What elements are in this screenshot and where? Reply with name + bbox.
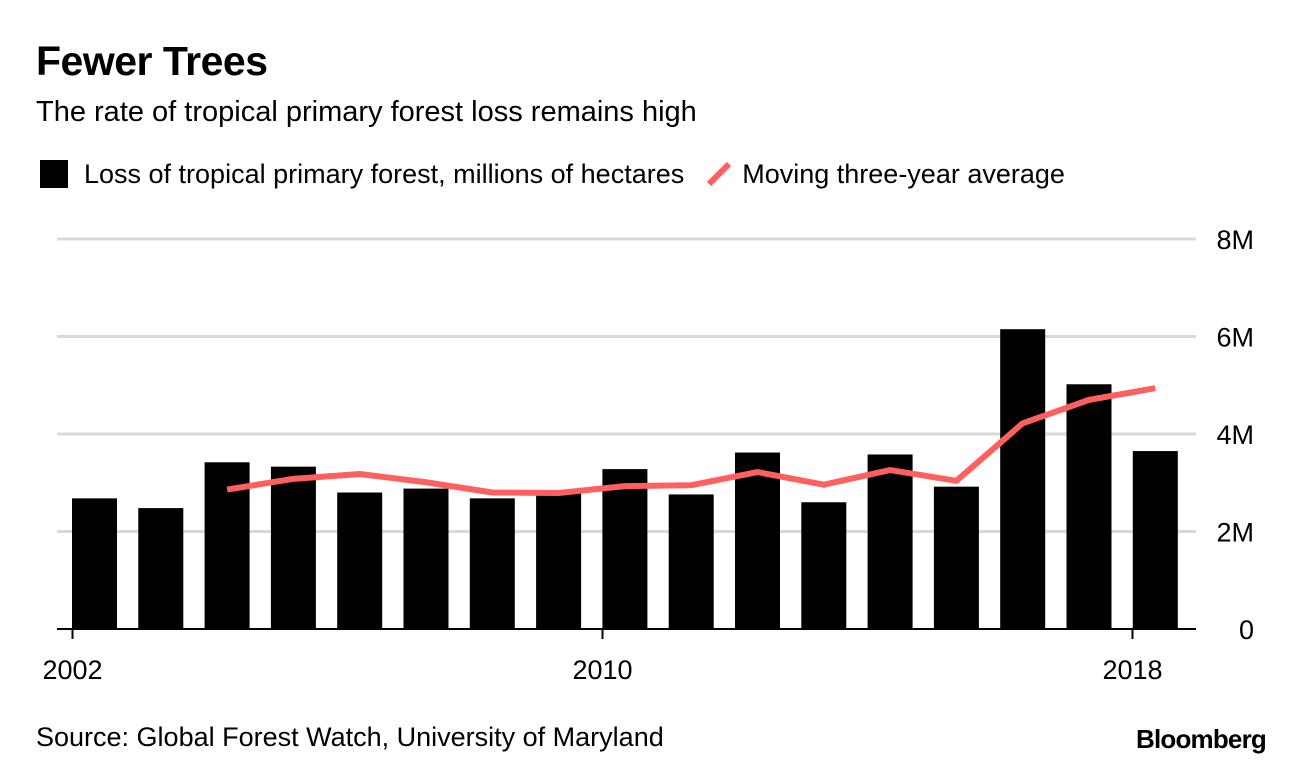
y-tick-label: 4M (1216, 420, 1254, 450)
axis-labels: 0 2M 4M 6M 8M 2002 2010 2018 (42, 225, 1254, 685)
bar-2006 (337, 492, 383, 629)
moving-average-line (226, 385, 1156, 496)
source-note: Source: Global Forest Watch, University … (36, 722, 664, 752)
bar-2010 (602, 469, 648, 629)
x-axis (57, 628, 1196, 639)
bar-2014 (867, 454, 913, 629)
legend-line-swatch (707, 161, 732, 187)
legend-bars-label: Loss of tropical primary forest, million… (84, 158, 685, 189)
bar-2002 (72, 498, 117, 629)
y-tick-label: 8M (1216, 225, 1254, 255)
bar-2013 (801, 502, 847, 629)
bar-series (72, 329, 1178, 629)
x-tick-label: 2010 (572, 655, 632, 685)
chart-title: Fewer Trees (36, 38, 268, 84)
x-tick-label: 2002 (42, 655, 102, 685)
line-series (226, 385, 1156, 496)
bar-2009 (536, 492, 582, 629)
bar-2012 (735, 452, 780, 629)
bar-2003 (138, 508, 184, 629)
legend-item-bars: Loss of tropical primary forest, million… (40, 159, 684, 190)
bar-2018 (1132, 451, 1178, 629)
bar-2017 (1066, 384, 1112, 629)
chart-subtitle: The rate of tropical primary forest loss… (36, 96, 697, 128)
bar-2005 (270, 466, 316, 629)
legend-line-label: Moving three-year average (742, 158, 1065, 189)
bar-2011 (668, 494, 714, 629)
legend-bar-swatch (40, 160, 68, 188)
legend-item-line: Moving three-year average (706, 159, 1065, 190)
bar-2016 (1000, 329, 1046, 629)
bar-2007 (403, 488, 449, 629)
y-tick-label: 6M (1216, 323, 1254, 353)
bar-2015 (933, 486, 979, 629)
legend: Loss of tropical primary forest, million… (40, 156, 1087, 192)
x-tick-label: 2018 (1102, 655, 1162, 685)
y-tick-label: 0 (1239, 615, 1254, 645)
y-tick-label: 2M (1216, 518, 1254, 548)
bar-2008 (469, 498, 515, 629)
bloomberg-logo: Bloomberg (1135, 724, 1267, 754)
